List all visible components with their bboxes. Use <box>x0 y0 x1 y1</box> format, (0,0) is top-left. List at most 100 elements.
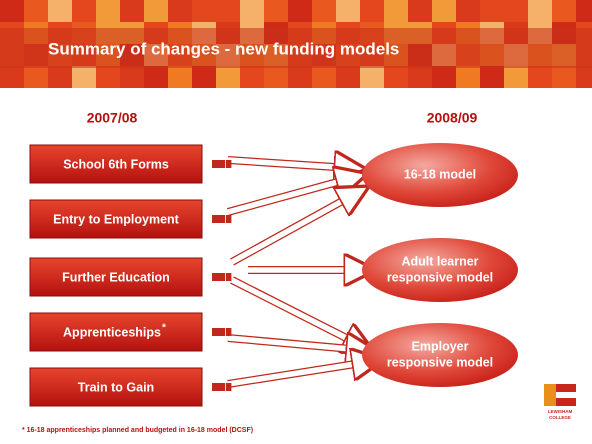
logo-text: COLLEGE <box>549 415 571 420</box>
model-label: responsive model <box>387 355 493 369</box>
header-tile <box>192 66 216 88</box>
dash-block <box>226 215 232 223</box>
logo-text: LEWISHAM <box>548 409 573 414</box>
header-tile <box>168 66 192 88</box>
header-tile <box>528 66 552 88</box>
header-tile <box>48 0 72 22</box>
source-box <box>29 367 203 407</box>
header-tile <box>144 66 168 88</box>
logo-mark <box>556 384 576 392</box>
header-tile <box>312 0 336 22</box>
header-tile <box>168 0 192 22</box>
title: Summary of changes - new funding models <box>48 39 399 58</box>
source-label: School 6th Forms <box>63 157 169 171</box>
source-label: Entry to Employment <box>53 212 180 226</box>
header-tile <box>120 0 144 22</box>
header-tile <box>528 0 552 22</box>
source-box <box>29 199 203 239</box>
model-label: Adult learner <box>401 254 478 268</box>
header-tile <box>264 0 288 22</box>
dash-block <box>226 273 232 281</box>
header-tile <box>408 0 432 22</box>
header-tile <box>72 0 96 22</box>
header-tile <box>480 66 504 88</box>
header-tile <box>0 66 24 88</box>
header-shade <box>0 28 592 68</box>
header-tile <box>96 0 120 22</box>
model-label: Employer <box>412 339 469 353</box>
header-tile <box>216 66 240 88</box>
header-tile <box>432 0 456 22</box>
header-tile <box>288 66 312 88</box>
header-tile <box>408 66 432 88</box>
header-tile <box>24 0 48 22</box>
arrow <box>227 338 362 350</box>
logo-mark <box>544 384 556 406</box>
header-tile <box>456 66 480 88</box>
header-tile <box>24 66 48 88</box>
header-tile <box>552 66 576 88</box>
footnote-marker: * <box>162 323 166 334</box>
source-label: Train to Gain <box>78 380 154 394</box>
header-tile <box>72 66 96 88</box>
dash-block <box>219 273 226 281</box>
header-tile <box>240 66 264 88</box>
dash-block <box>219 160 226 168</box>
dash-block <box>219 383 226 391</box>
dash-block <box>219 328 226 336</box>
header-tile <box>552 0 576 22</box>
model <box>362 323 518 387</box>
header-band <box>0 0 592 88</box>
header-tile <box>480 0 504 22</box>
header-tile <box>384 0 408 22</box>
source-box <box>29 257 203 297</box>
arrow <box>227 160 350 168</box>
model <box>362 143 518 207</box>
logo: LEWISHAM COLLEGE <box>544 384 576 420</box>
source-label: Apprenticeships <box>63 325 161 339</box>
dash-block <box>212 328 219 336</box>
header-tile <box>312 66 336 88</box>
header-tile <box>360 66 384 88</box>
header-tile <box>288 0 312 22</box>
dash-block <box>212 383 219 391</box>
header-tile <box>504 0 528 22</box>
source-box <box>29 144 203 184</box>
arrow <box>227 178 352 215</box>
dash-block <box>212 273 219 281</box>
arrow <box>227 362 368 387</box>
header-tile <box>384 66 408 88</box>
dash-block <box>226 160 232 168</box>
header-tile <box>336 0 360 22</box>
header-tile <box>456 0 480 22</box>
header-tile <box>48 66 72 88</box>
source-label: Further Education <box>62 270 170 284</box>
header-tile <box>432 66 456 88</box>
dash-block <box>226 328 232 336</box>
dash-block <box>226 383 232 391</box>
header-tile <box>576 66 592 88</box>
footnote: * 16-18 apprenticeships planned and budg… <box>22 427 253 434</box>
logo-mark <box>556 398 576 406</box>
dash-block <box>212 215 219 223</box>
header-tile <box>264 66 288 88</box>
header-tile <box>120 66 144 88</box>
arrow <box>230 194 355 265</box>
source-box <box>29 312 203 352</box>
model-label: 16-18 model <box>404 167 476 181</box>
header-tile <box>144 0 168 22</box>
header-tile <box>0 0 24 22</box>
header-tile <box>576 0 592 22</box>
model <box>362 238 518 302</box>
arrows <box>226 160 368 388</box>
dash-block <box>212 160 219 168</box>
header-tile <box>216 0 240 22</box>
model-label: responsive model <box>387 270 493 284</box>
dash-block <box>219 215 226 223</box>
column-heading: 2008/09 <box>427 110 478 126</box>
column-heading: 2007/08 <box>87 110 138 126</box>
header-tile <box>360 0 384 22</box>
arrow <box>230 277 360 345</box>
header-tile <box>96 66 120 88</box>
